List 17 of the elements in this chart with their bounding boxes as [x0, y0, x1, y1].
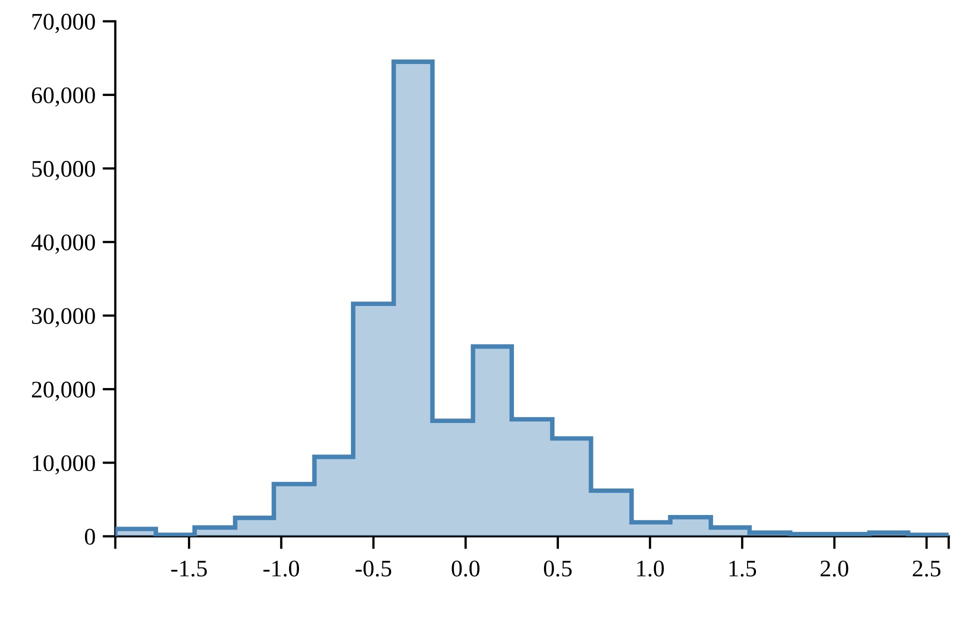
- x-tick-label: -1.0: [263, 560, 300, 577]
- y-tick-label: 0: [84, 528, 95, 545]
- y-tick-label: 70,000: [32, 14, 95, 34]
- y-tick-label: 60,000: [32, 87, 95, 107]
- x-tick-label: 0.5: [544, 560, 572, 577]
- x-tick-label: 2.0: [820, 560, 848, 577]
- y-tick-label: 20,000: [32, 382, 95, 401]
- x-tick-label: -0.5: [356, 560, 392, 577]
- x-tick-label: 0.0: [452, 560, 480, 577]
- y-tick-label: 50,000: [32, 160, 95, 180]
- y-tick-label: 30,000: [32, 308, 95, 328]
- y-tick-label: 40,000: [31, 234, 95, 254]
- y-tick-label: 10,000: [33, 455, 95, 475]
- x-tick-label: 2.5: [912, 560, 940, 577]
- x-tick-label: -1.5: [171, 560, 207, 577]
- x-tick-label: 1.5: [730, 560, 756, 577]
- x-tick-label: 1.0: [637, 560, 664, 577]
